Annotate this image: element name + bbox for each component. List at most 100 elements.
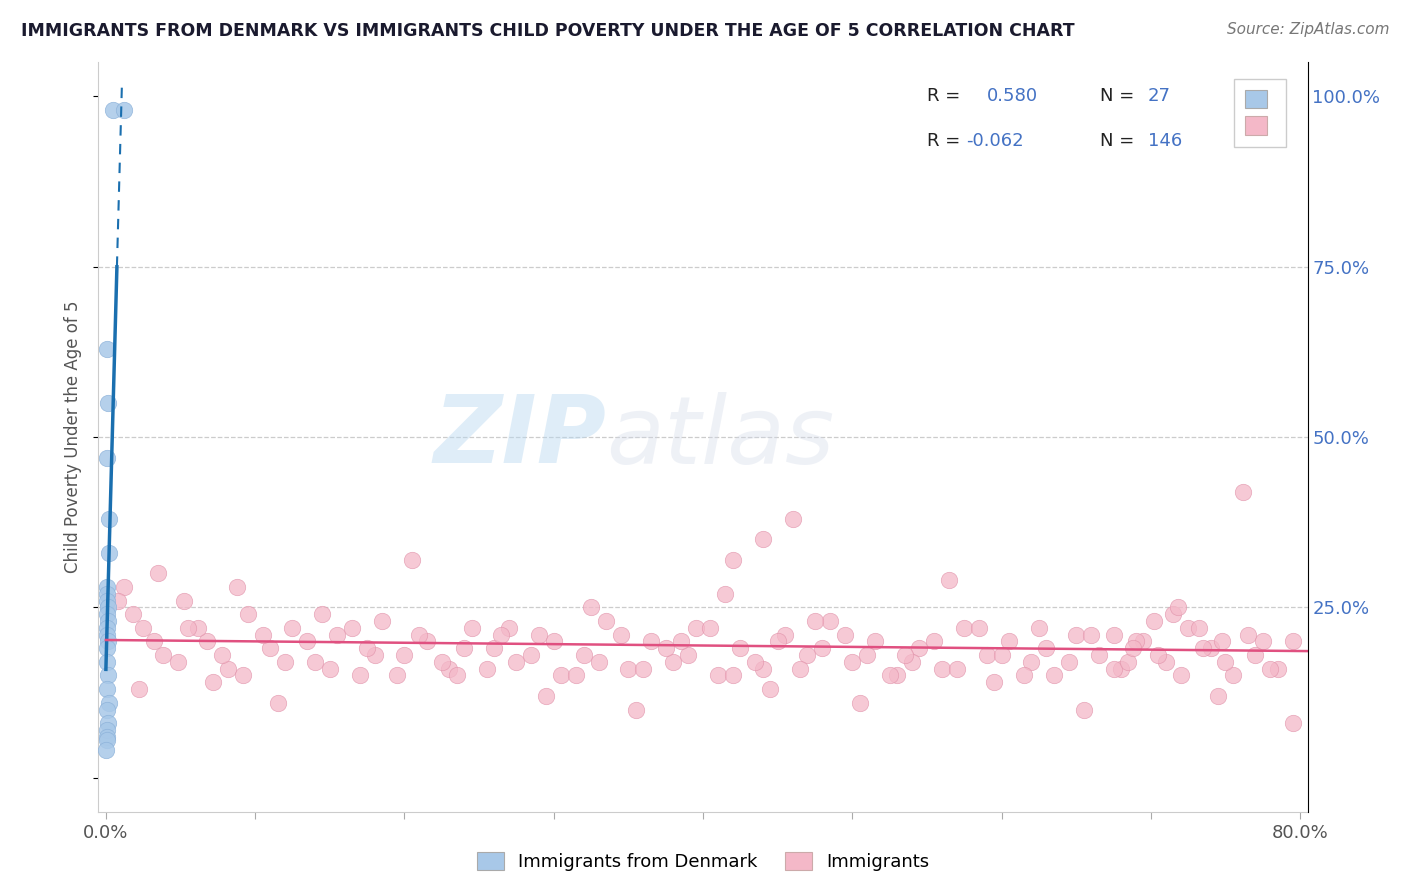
Point (226, 580, 249, 594)
Text: atlas: atlas (606, 392, 835, 483)
Point (326, 627, 349, 641)
Point (356, 641, 378, 656)
Point (856, 648, 879, 662)
Point (640, 634, 662, 648)
Point (886, 668, 908, 682)
Point (211, 648, 233, 662)
Point (662, 655, 685, 669)
Point (685, 621, 707, 635)
Point (152, 648, 174, 662)
Point (482, 641, 505, 656)
Point (773, 627, 796, 641)
Point (707, 668, 730, 682)
Point (1167, 600, 1189, 615)
Point (766, 634, 789, 648)
Point (1012, 668, 1035, 682)
Point (96, 621, 118, 635)
Point (945, 662, 967, 676)
Point (676, 648, 699, 662)
Text: 27: 27 (1147, 87, 1171, 105)
Point (217, 662, 239, 676)
Point (166, 655, 188, 669)
Text: N =: N = (1099, 87, 1133, 105)
Point (879, 668, 901, 682)
Point (841, 655, 863, 669)
Point (1206, 689, 1229, 703)
Point (96, 733, 118, 747)
Point (446, 668, 468, 682)
Point (744, 655, 766, 669)
Point (146, 566, 169, 581)
Point (97, 696, 120, 710)
Text: ZIP: ZIP (433, 391, 606, 483)
Point (1080, 627, 1102, 641)
Point (232, 668, 254, 682)
Point (439, 662, 461, 676)
Point (96, 600, 118, 615)
Point (1170, 668, 1192, 682)
Point (1222, 668, 1244, 682)
Text: -0.062: -0.062 (966, 132, 1024, 150)
Point (107, 593, 129, 607)
Point (96, 730, 118, 744)
Point (624, 702, 647, 716)
Point (1251, 634, 1274, 648)
Point (730, 641, 752, 656)
Point (1043, 668, 1066, 682)
Point (408, 627, 430, 641)
Point (1073, 702, 1095, 716)
Point (1211, 634, 1233, 648)
Point (1187, 621, 1209, 635)
Point (1064, 627, 1087, 641)
Point (751, 662, 773, 676)
Point (1021, 655, 1043, 669)
Point (669, 634, 692, 648)
Point (714, 587, 737, 601)
Point (311, 607, 333, 622)
Point (721, 552, 744, 566)
Point (297, 634, 319, 648)
Point (96, 682, 118, 697)
Point (96, 723, 118, 737)
Point (953, 621, 976, 635)
Point (610, 627, 633, 641)
Text: R =: R = (927, 87, 960, 105)
Point (1057, 655, 1080, 669)
Text: IMMIGRANTS FROM DENMARK VS IMMIGRANTS CHILD POVERTY UNDER THE AGE OF 5 CORRELATI: IMMIGRANTS FROM DENMARK VS IMMIGRANTS CH… (21, 22, 1074, 40)
Point (1237, 627, 1260, 641)
Point (97, 396, 120, 410)
Point (983, 675, 1005, 690)
Point (505, 655, 527, 669)
Point (97, 614, 120, 628)
Point (1161, 607, 1184, 622)
Point (121, 607, 143, 622)
Point (281, 621, 304, 635)
Point (498, 621, 520, 635)
Point (98, 546, 121, 560)
Point (893, 648, 915, 662)
Point (304, 655, 326, 669)
Point (187, 621, 209, 635)
Point (804, 614, 827, 628)
Point (173, 593, 195, 607)
Point (759, 682, 782, 697)
Point (177, 621, 200, 635)
Point (976, 648, 998, 662)
Point (349, 668, 371, 682)
Point (266, 696, 288, 710)
Point (96, 593, 118, 607)
Point (1199, 641, 1222, 656)
Point (259, 641, 281, 656)
Point (1232, 484, 1254, 499)
Point (1118, 655, 1140, 669)
Point (990, 648, 1012, 662)
Point (96, 342, 118, 356)
Point (416, 634, 439, 648)
Point (1177, 621, 1199, 635)
Text: 0.580: 0.580 (987, 87, 1038, 105)
Point (572, 648, 595, 662)
Point (520, 648, 543, 662)
Point (96, 743, 118, 757)
Point (633, 662, 655, 676)
Point (1154, 655, 1177, 669)
